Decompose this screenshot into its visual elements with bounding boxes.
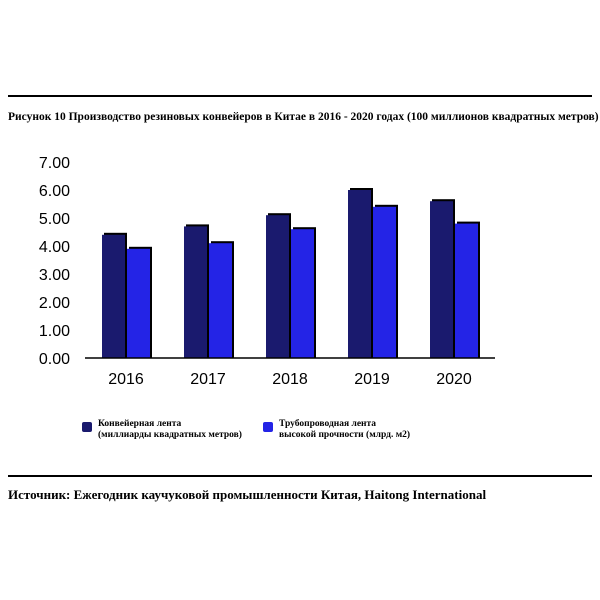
legend-label-pipe-line2: высокой прочности (млрд. м2) (279, 430, 411, 440)
legend-item-pipe: Трубопроводная лента высокой прочности (… (263, 419, 410, 441)
source-note: Источник: Ежегодник каучуковой промышлен… (8, 487, 487, 502)
y-tick-label: 3.00 (39, 267, 70, 284)
bar-conveyor-2020 (430, 201, 453, 358)
x-tick-label: 2019 (354, 371, 390, 388)
bar-pipe-2018 (291, 229, 314, 358)
bar-pipe-2017 (209, 243, 232, 358)
legend-label-pipe-line1: Трубопроводная лента (279, 419, 377, 429)
legend-label-conveyor: Конвейерная лента (миллиарды квадратных … (98, 419, 242, 441)
x-tick-label: 2017 (190, 371, 226, 388)
top-rule (8, 95, 592, 97)
x-tick-label: 2018 (272, 371, 308, 388)
chart-title: Рисунок 10 Производство резиновых конвей… (8, 111, 599, 123)
bottom-rule (8, 475, 592, 477)
bar-pipe-2019 (373, 206, 396, 358)
y-tick-label: 2.00 (39, 295, 70, 312)
bar-conveyor-2016 (102, 234, 125, 358)
y-tick-label: 5.00 (39, 211, 70, 228)
y-tick-label: 1.00 (39, 323, 70, 340)
x-tick-label: 2016 (108, 371, 144, 388)
legend-swatch-conveyor (82, 422, 92, 432)
legend-item-conveyor: Конвейерная лента (миллиарды квадратных … (82, 419, 242, 441)
bar-chart: 0.00 1.00 2.00 3.00 4.00 5.00 6.00 7.00 2016 2017… (39, 155, 495, 388)
legend-label-conveyor-line1: Конвейерная лента (98, 419, 182, 429)
bar-pipe-2016 (127, 248, 150, 358)
bar-conveyor-2018 (266, 215, 289, 358)
y-tick-label: 6.00 (39, 183, 70, 200)
y-tick-label: 0.00 (39, 351, 70, 368)
bar-conveyor-2019 (348, 190, 371, 358)
legend-swatch-pipe (263, 422, 273, 432)
legend-label-conveyor-line2: (миллиарды квадратных метров) (98, 430, 242, 440)
bar-conveyor-2017 (184, 226, 207, 358)
bar-pipe-2020 (455, 223, 478, 358)
legend-label-pipe: Трубопроводная лента высокой прочности (… (279, 419, 410, 441)
x-tick-label: 2020 (436, 371, 472, 388)
y-tick-label: 4.00 (39, 239, 70, 256)
y-tick-label: 7.00 (39, 155, 70, 172)
